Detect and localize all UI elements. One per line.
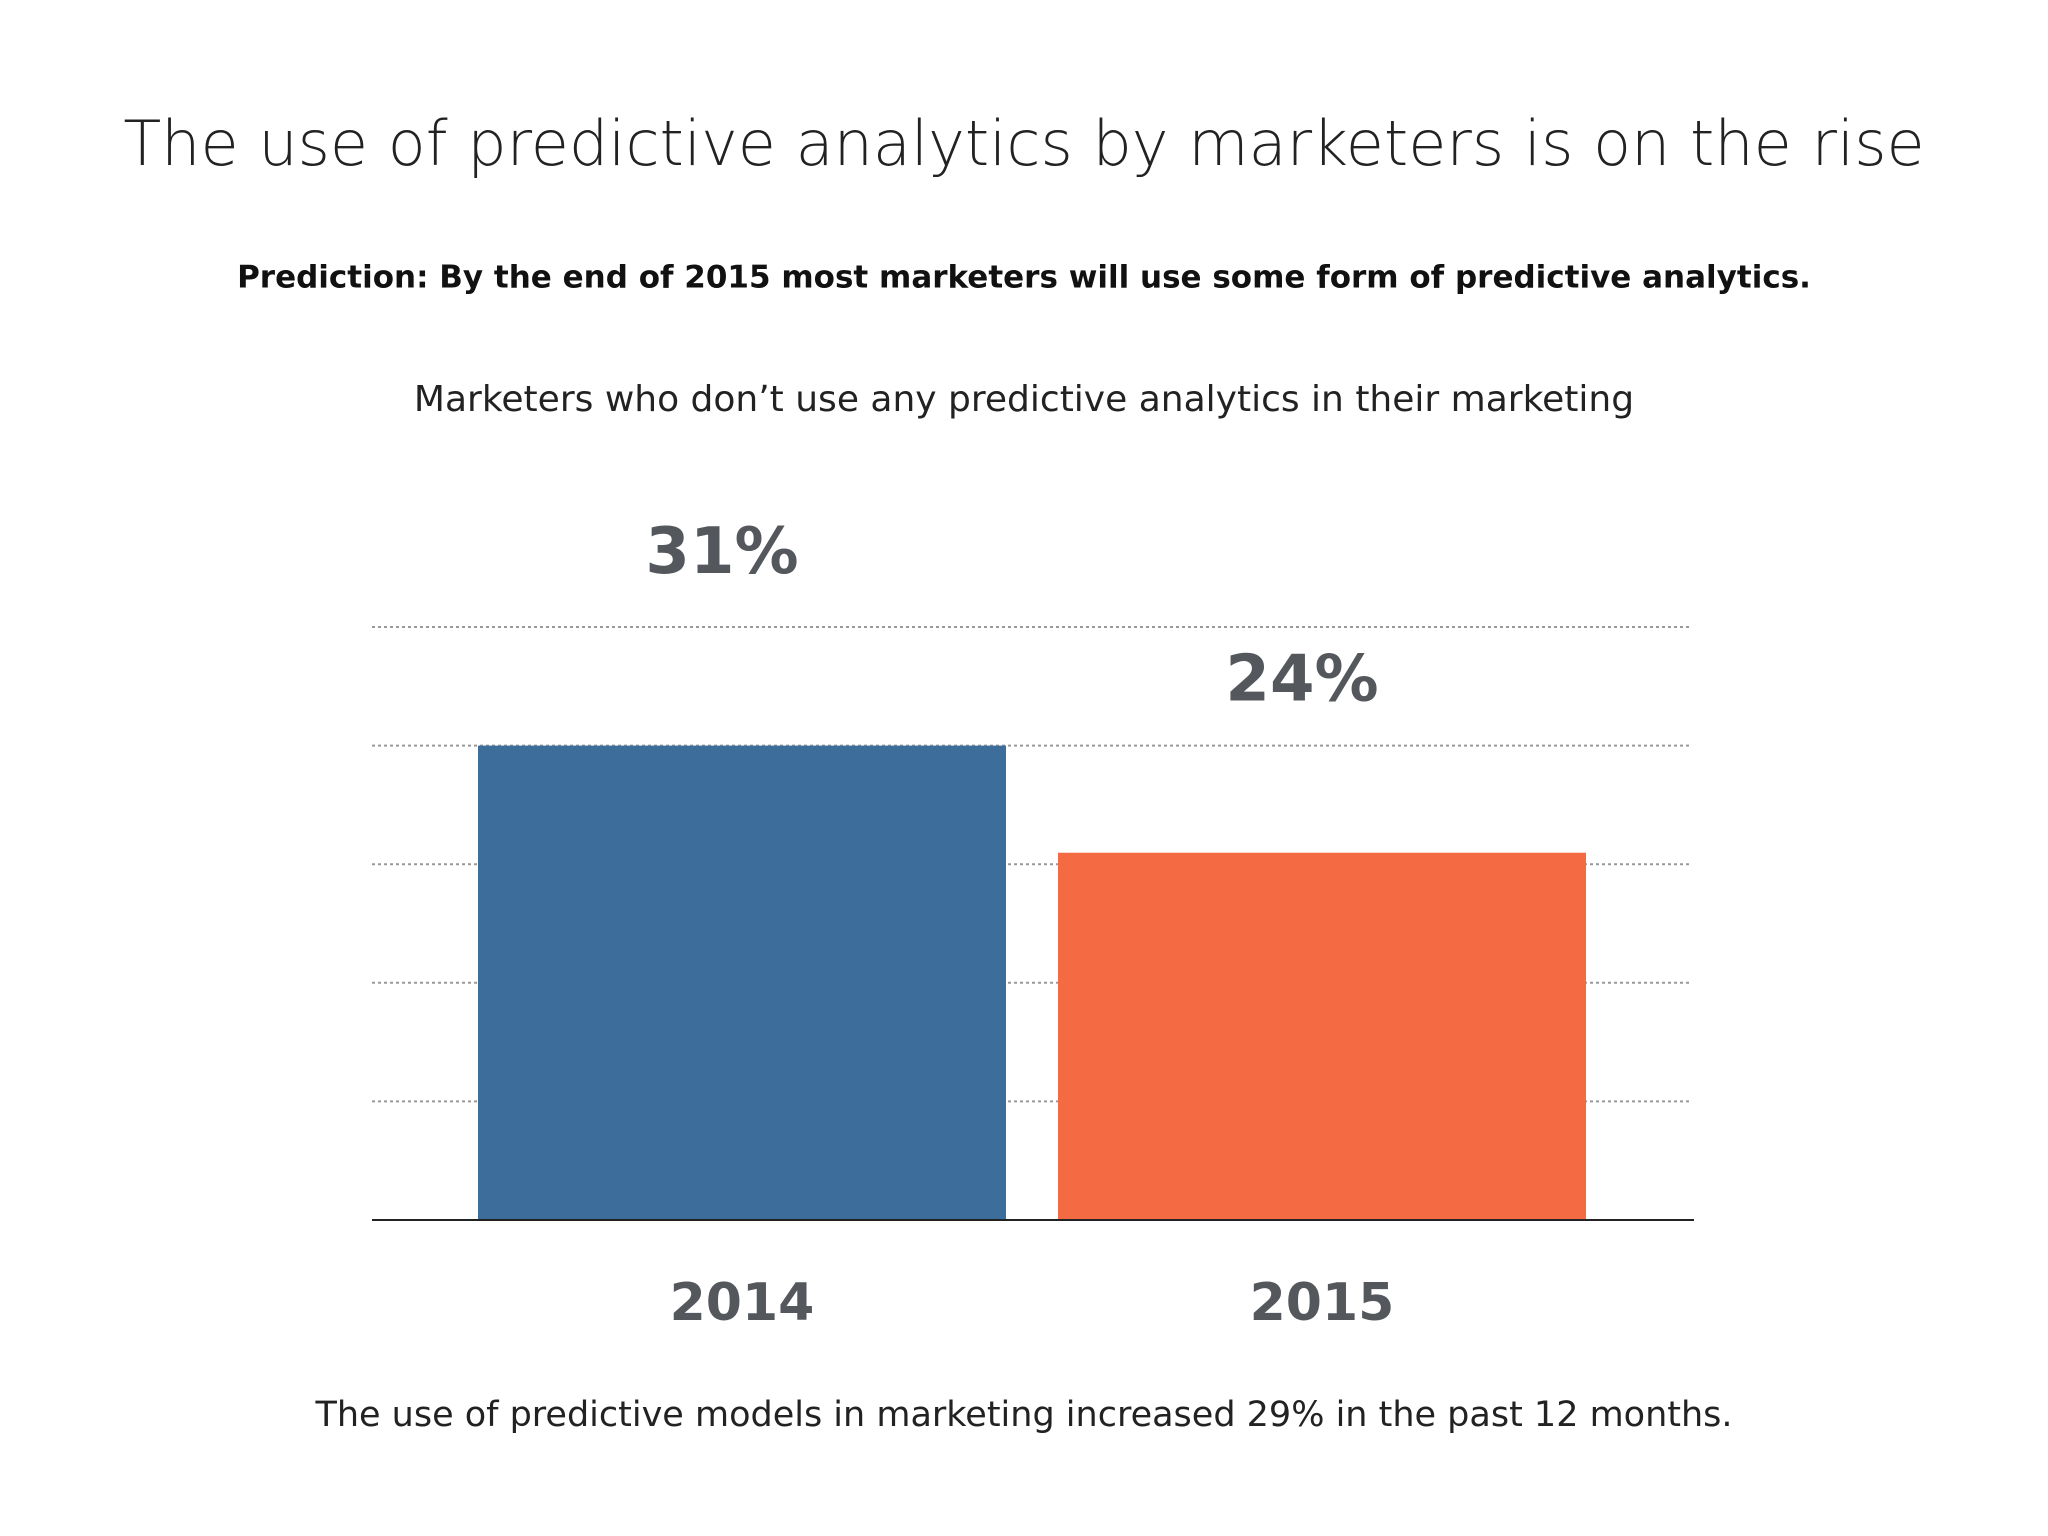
chart-label: Marketers who don’t use any predictive a… xyxy=(414,379,1634,420)
x-tick-label: 2014 xyxy=(670,1273,815,1333)
footnote: The use of predictive models in marketin… xyxy=(314,1395,1732,1435)
value-label: 24% xyxy=(1225,642,1378,716)
bar xyxy=(1058,852,1586,1220)
x-tick-label: 2015 xyxy=(1250,1273,1395,1333)
value-label: 31% xyxy=(645,515,798,589)
chart-title: The use of predictive analytics by marke… xyxy=(123,107,1924,180)
chart-subtitle: Prediction: By the end of 2015 most mark… xyxy=(237,260,1811,296)
bar xyxy=(478,745,1006,1220)
